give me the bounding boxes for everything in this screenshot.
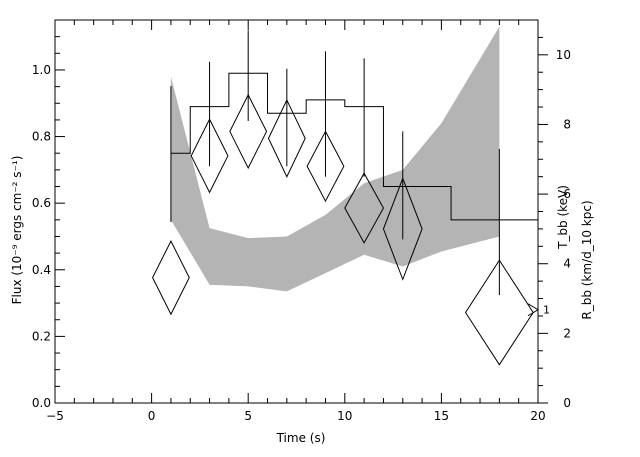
- y-axis-label-radius: R_bb (km/d_10 kpc): [580, 200, 594, 319]
- y-right-tick-label: 8: [563, 117, 571, 131]
- radius-diamond: [306, 130, 345, 203]
- radius-diamond: [229, 93, 268, 170]
- shaded-band: [170, 26, 500, 292]
- x-tick-label: 20: [530, 409, 545, 423]
- x-tick-label: 15: [434, 409, 449, 423]
- radius-diamond: [267, 98, 306, 178]
- radius-diamond: [464, 259, 534, 366]
- y-axis-label-temperature: T_bb (keV): [556, 185, 570, 250]
- x-tick-label: −5: [46, 409, 64, 423]
- y-axis-label-flux: Flux (10⁻⁹ ergs cm⁻² s⁻¹): [10, 156, 24, 305]
- radius-diamond: [344, 172, 385, 244]
- axes-layer: −5 0 5 10 15 20 0.0 0.2 0.4 0.6 0.8 1.0 0 2 4 6 8 10: [32, 20, 571, 423]
- radius-diamond: [382, 177, 423, 281]
- y-right-tick-label: 6: [563, 187, 571, 201]
- y-left-tick-label: 1.0: [32, 63, 51, 77]
- shaded-band-layer: [170, 26, 500, 292]
- y-left-tick-label: 0.6: [32, 196, 51, 210]
- x-tick-label: 0: [148, 409, 156, 423]
- annotation-arrow: [527, 303, 539, 317]
- y-right-tick-label: 10: [556, 48, 571, 62]
- x-tick-label: 10: [337, 409, 352, 423]
- y-right-tick-label: 2: [563, 326, 571, 340]
- y-left-tick-label: 0.2: [32, 329, 51, 343]
- y-left-tick-label: 0.0: [32, 396, 51, 410]
- x-axis-label: Time (s): [276, 431, 326, 445]
- temperature-errorbar-layer: [170, 30, 500, 296]
- y-left-tick-label: 0.4: [32, 263, 51, 277]
- y-right-tick-label: 0: [563, 396, 571, 410]
- y-left-tick-label: 0.8: [32, 130, 51, 144]
- radius-diamond: [190, 118, 229, 194]
- x-tick-label: 5: [244, 409, 252, 423]
- y-right-tick-label: 4: [563, 257, 571, 271]
- radius-diamond: [152, 239, 190, 316]
- annotation-label: 1: [543, 304, 550, 317]
